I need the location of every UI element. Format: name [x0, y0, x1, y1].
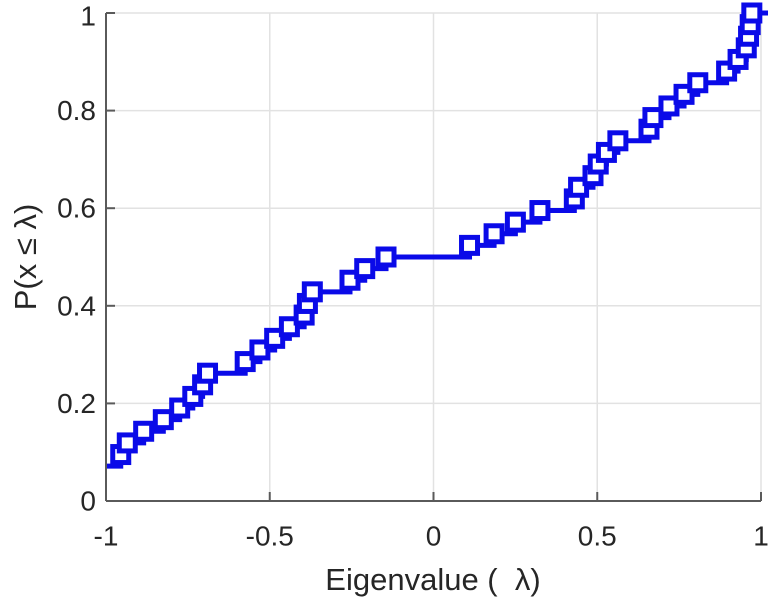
data-point-marker [642, 107, 664, 129]
data-point-marker [741, 2, 763, 24]
data-point-marker [375, 246, 397, 268]
ecdf-step-line [106, 10, 768, 469]
label-layer: Eigenvalue ( λ) P(x ≤ λ) [8, 204, 541, 597]
data-point-marker [459, 234, 481, 256]
x-tick-label: -1 [94, 521, 119, 552]
data-point-marker [133, 420, 155, 442]
data-point-marker [687, 72, 709, 94]
x-tick-label: 1 [753, 521, 768, 552]
data-point-marker [152, 409, 174, 431]
data-point-marker [116, 432, 138, 454]
data-point-marker [197, 362, 219, 384]
y-tick-label: 0.2 [57, 388, 96, 419]
x-tick-label: 0 [426, 521, 442, 552]
tick-layer: -1 -0.5 0 0.5 1 0 0.2 0.4 0.6 0.8 1 [57, 1, 768, 552]
data-point-marker [234, 351, 256, 373]
data-point-marker [483, 223, 505, 245]
data-point-marker [607, 130, 629, 152]
data-point-marker [249, 339, 271, 361]
y-tick-label: 0 [80, 486, 96, 517]
data-point-marker [264, 327, 286, 349]
grid-layer [106, 12, 762, 501]
data-point-marker [504, 211, 526, 233]
y-tick-label: 0.8 [57, 95, 96, 126]
y-axis-label: P(x ≤ λ) [8, 204, 43, 311]
data-point-marker [278, 316, 300, 338]
data-point-marker [354, 258, 376, 280]
y-tick-label: 0.6 [57, 193, 96, 224]
x-axis-label: Eigenvalue ( λ) [325, 562, 540, 597]
data-point-marker [658, 95, 680, 117]
x-tick-label: 0.5 [578, 521, 617, 552]
plot-layer [106, 2, 768, 469]
data-point-marker [529, 200, 551, 222]
y-tick-label: 1 [80, 1, 96, 32]
y-tick-label: 0.4 [57, 290, 96, 321]
data-point-marker [301, 281, 323, 303]
data-point-marker [339, 269, 361, 291]
x-tick-label: -0.5 [246, 521, 294, 552]
